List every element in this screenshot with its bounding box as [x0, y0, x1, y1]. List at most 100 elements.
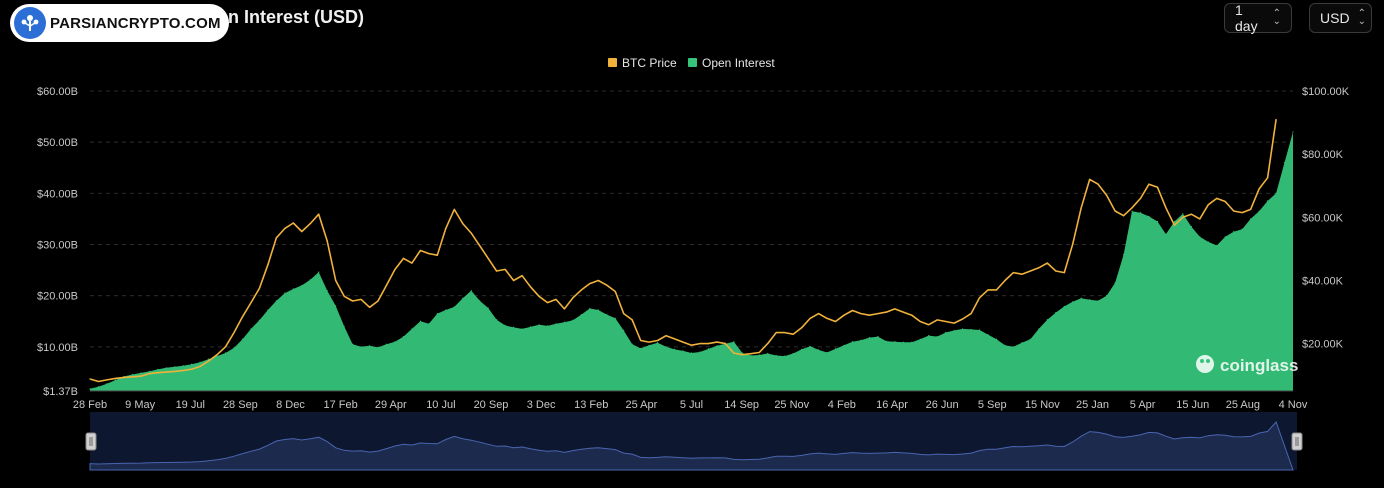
btc-price-point	[1097, 183, 1099, 185]
y-right-tick-label: $80.00K	[1302, 149, 1344, 161]
open-interest-point	[606, 314, 608, 316]
x-tick-label: 8 Dec	[276, 399, 305, 411]
btc-price-point	[767, 343, 769, 345]
open-interest-point	[546, 325, 549, 327]
open-interest-point	[479, 300, 481, 302]
y-left-tick-label: $60.00B	[37, 86, 78, 98]
open-interest-point	[894, 341, 896, 343]
open-interest-point	[1173, 220, 1175, 223]
open-interest-point	[784, 355, 786, 357]
interval-select[interactable]: 1 day ⌃ ⌄	[1224, 2, 1292, 34]
btc-price-point	[707, 343, 710, 345]
open-interest-point	[224, 352, 227, 354]
x-tick-label: 5 Apr	[1130, 399, 1156, 411]
open-interest-point	[843, 344, 845, 346]
open-interest-point	[817, 349, 820, 351]
open-interest-point	[529, 326, 532, 328]
open-interest-point	[665, 346, 667, 348]
chevron-updown-icon: ⌃ ⌄	[1357, 8, 1366, 27]
open-interest-point	[919, 338, 921, 340]
open-interest-point	[258, 319, 261, 321]
open-interest-point	[885, 340, 887, 342]
btc-price-point	[419, 249, 422, 252]
drag-handle-icon[interactable]	[85, 432, 97, 451]
open-interest-point	[851, 341, 854, 343]
x-tick-label: 29 Apr	[375, 399, 407, 411]
open-interest-point	[360, 346, 362, 348]
btc-price-point	[470, 232, 472, 234]
btc-price-point	[843, 314, 845, 316]
btc-price-point	[589, 283, 591, 285]
btc-price-point	[309, 223, 311, 225]
btc-price-point	[597, 279, 599, 282]
open-interest-point	[809, 345, 811, 347]
open-interest-point	[1156, 220, 1159, 223]
open-interest-point	[987, 333, 989, 336]
open-interest-point	[682, 350, 684, 352]
open-interest-point	[961, 328, 964, 330]
watermark: coinglass	[1196, 355, 1298, 375]
btc-price-point	[1131, 207, 1133, 209]
open-interest-point	[318, 271, 320, 273]
x-tick-label: 5 Jul	[680, 399, 703, 411]
drag-handle-icon[interactable]	[1291, 432, 1303, 451]
btc-price-point	[377, 300, 379, 302]
open-interest-point	[1190, 225, 1192, 228]
open-interest-point	[758, 354, 760, 356]
open-interest-point	[1080, 297, 1082, 299]
x-tick-label: 13 Feb	[574, 399, 608, 411]
open-interest-point	[1021, 342, 1023, 344]
legend-label[interactable]: BTC Price	[622, 56, 677, 70]
btc-price-point	[1029, 270, 1031, 272]
open-interest-point	[623, 329, 625, 332]
open-interest-point	[436, 312, 438, 315]
btc-price-point	[945, 320, 947, 323]
btc-price-point	[851, 309, 854, 312]
open-interest-point	[978, 329, 981, 331]
btc-price-point	[1156, 186, 1159, 188]
x-tick-label: 16 Apr	[876, 399, 908, 411]
currency-select[interactable]: USD ⌃ ⌄	[1309, 3, 1372, 33]
btc-price-point	[665, 335, 667, 337]
open-interest-point	[1283, 162, 1286, 164]
btc-price-point	[894, 308, 896, 310]
legend-swatch	[608, 58, 617, 67]
btc-price-point	[428, 253, 430, 255]
y-axis-left: $1.37B $10.00B $20.00B $30.00B $40.00B $50.00…	[37, 86, 78, 398]
x-tick-label: 25 Nov	[774, 399, 809, 411]
open-interest-point	[1182, 213, 1184, 215]
x-tick-label: 3 Dec	[527, 399, 556, 411]
open-interest-point	[368, 345, 371, 347]
btc-price-point	[114, 377, 117, 379]
btc-price-point	[987, 289, 989, 291]
open-interest-point	[1012, 346, 1015, 348]
navigator-handle-right[interactable]	[1291, 432, 1303, 451]
open-interest-point	[191, 363, 193, 365]
legend-swatch	[688, 58, 697, 67]
open-interest-point	[148, 370, 150, 373]
btc-price-point	[978, 297, 981, 299]
open-interest-point	[1046, 319, 1048, 321]
range-navigator[interactable]	[85, 412, 1303, 471]
open-interest-point	[1114, 282, 1116, 284]
y-axis-right: $20.00K $40.00K $60.00K $80.00K $100.00K	[1302, 86, 1350, 351]
btc-price-point	[1207, 204, 1209, 206]
btc-price-point	[402, 257, 405, 259]
x-tick-label: 19 Jul	[176, 399, 205, 411]
btc-price-point	[1106, 194, 1108, 196]
btc-price-point	[1199, 218, 1201, 220]
legend-label[interactable]: Open Interest	[702, 56, 775, 70]
btc-price-point	[140, 375, 142, 377]
btc-price-point	[546, 301, 549, 304]
btc-price-point	[89, 378, 91, 380]
btc-price-point	[462, 223, 464, 225]
open-interest-point	[284, 292, 286, 294]
open-interest-point	[97, 386, 100, 388]
btc-price-point	[233, 331, 235, 334]
btc-price-point	[961, 318, 964, 320]
open-interest-point	[877, 336, 879, 338]
open-interest-point	[767, 352, 769, 355]
navigator-handle-left[interactable]	[85, 432, 97, 451]
open-interest-point	[1224, 236, 1226, 238]
btc-price-point	[885, 311, 887, 313]
